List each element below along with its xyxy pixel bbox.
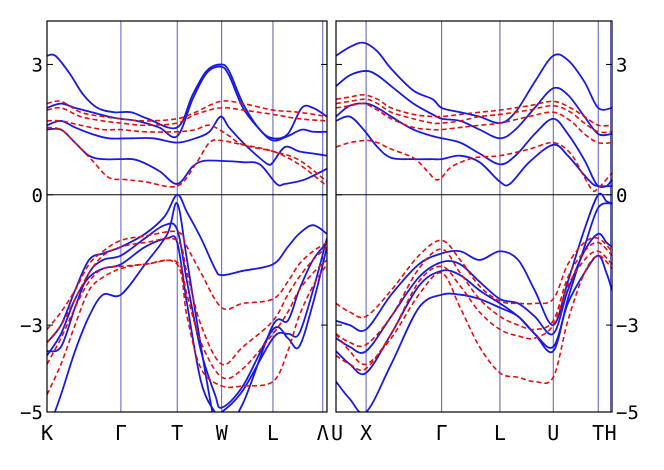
- y-tick-label-left: 0: [32, 185, 43, 207]
- solid-band-9: [336, 192, 612, 333]
- solid-band-1: [47, 53, 327, 140]
- kpoint-label-L: L: [494, 421, 506, 445]
- solid-band-4: [336, 115, 612, 188]
- dashed-band-14: [47, 237, 327, 366]
- solid-band-2: [336, 70, 612, 140]
- dashed-band-7: [336, 102, 612, 145]
- y-tick-label-right: 0: [616, 185, 627, 207]
- band-series-group: [336, 41, 612, 412]
- dashed-band-13: [47, 230, 327, 330]
- dashed-band-15: [47, 259, 327, 380]
- kpoint-label-L: L: [267, 421, 279, 445]
- kpoint-label-U: U: [547, 421, 559, 445]
- y-tick-label-left: −5: [20, 402, 43, 424]
- dashed-band-16: [47, 259, 327, 395]
- solid-band-12: [53, 202, 327, 412]
- solid-band-3: [47, 115, 327, 166]
- dashed-band-5: [47, 100, 327, 122]
- kpoint-label-K: K: [41, 421, 53, 445]
- dashed-band-8: [47, 126, 327, 188]
- y-tick-label-right: 3: [616, 54, 627, 76]
- dashed-band-6: [336, 98, 612, 134]
- solid-band-12: [336, 202, 612, 412]
- dashed-band-7: [47, 119, 327, 183]
- dashed-band-5: [336, 94, 612, 127]
- panel-frame: [46, 20, 328, 413]
- kpoint-label-X: X: [360, 421, 372, 445]
- solid-band-9: [47, 193, 327, 344]
- y-tick-label-left: 3: [32, 54, 43, 76]
- solid-band-2: [47, 65, 327, 142]
- dashed-band-16: [336, 254, 612, 385]
- solid-band-3: [336, 102, 612, 188]
- kpoint-label-W: W: [216, 421, 229, 445]
- band-series-group: [47, 53, 327, 412]
- y-tick-label-right: −5: [616, 402, 639, 424]
- kpoint-label-Γ: Γ: [436, 421, 448, 445]
- dashed-band-8: [336, 139, 612, 193]
- y-tick-label-left: −3: [20, 315, 43, 337]
- kpoint-label-U: U: [331, 421, 343, 445]
- y-tick-label-right: −3: [616, 315, 639, 337]
- panel-frame: [335, 20, 613, 413]
- kpoint-label-Γ: Γ: [115, 421, 127, 445]
- dashed-band-6: [47, 106, 327, 127]
- kpoint-label-Λ: Λ: [317, 421, 329, 445]
- kpoint-label-T: T: [171, 421, 183, 445]
- kpoint-label-H: H: [605, 421, 617, 445]
- solid-band-11: [47, 235, 327, 412]
- solid-band-1: [336, 41, 612, 124]
- dashed-band-14: [336, 241, 612, 348]
- dashed-band-13: [336, 236, 612, 319]
- kpoint-label-T: T: [592, 421, 604, 445]
